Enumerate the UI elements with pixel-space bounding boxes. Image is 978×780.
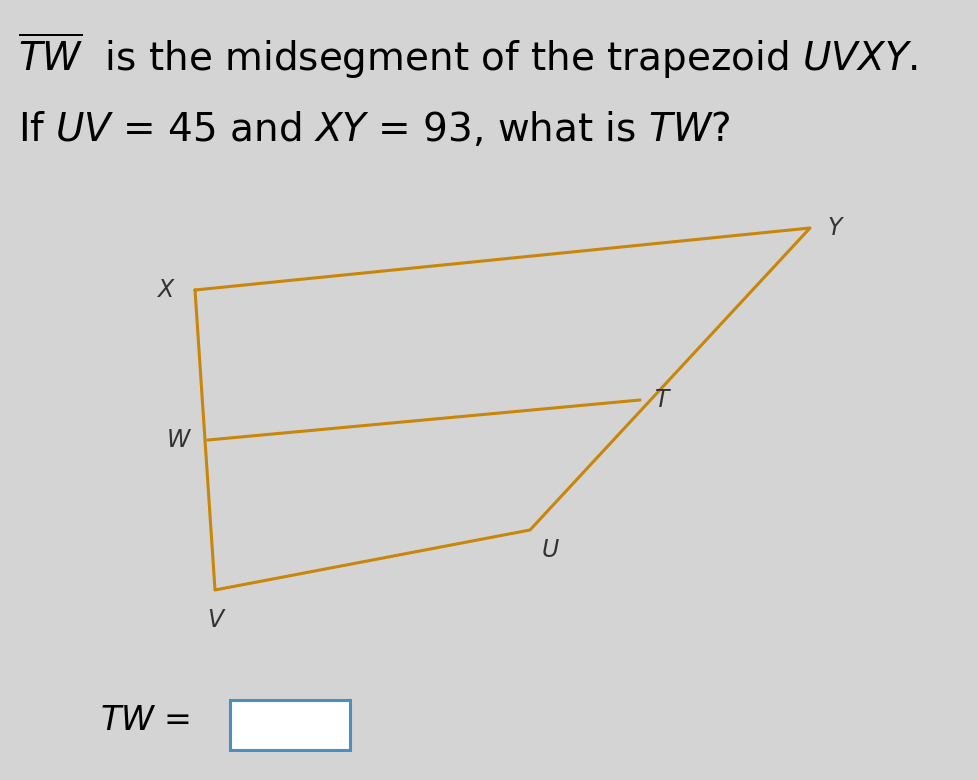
- Text: T: T: [654, 388, 669, 412]
- Text: If $\mathit{UV}$ = 45 and $\mathit{XY}$ = 93, what is $\mathit{TW}$?: If $\mathit{UV}$ = 45 and $\mathit{XY}$ …: [18, 110, 730, 149]
- Text: V: V: [206, 608, 223, 632]
- Text: W: W: [166, 428, 190, 452]
- Text: U: U: [541, 538, 558, 562]
- Text: $\mathit{TW}$ =: $\mathit{TW}$ =: [100, 704, 190, 736]
- Text: Y: Y: [827, 216, 841, 240]
- Bar: [230, 700, 350, 750]
- Text: X: X: [156, 278, 173, 302]
- Text: $\overline{\mathit{TW}}$  is the midsegment of the trapezoid $\mathit{UVXY}$.: $\overline{\mathit{TW}}$ is the midsegme…: [18, 30, 917, 80]
